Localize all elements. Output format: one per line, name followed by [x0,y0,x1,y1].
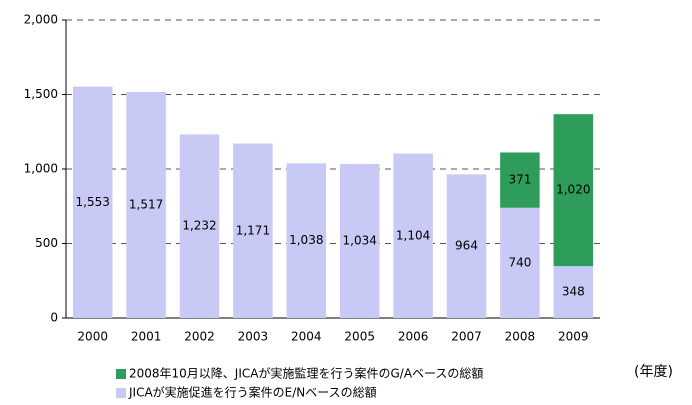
value-label: 1,171 [236,223,270,237]
bar-segment [126,91,166,318]
x-tick-label: 2009 [558,330,589,344]
bar-segment [393,153,433,318]
x-tick-label: 2007 [451,330,482,344]
bar-segment [446,174,487,318]
bar-segment [72,86,113,318]
value-label: 1,553 [76,195,110,209]
x-tick-label: 2005 [344,330,375,344]
bar-segment [233,143,273,318]
y-tick-label: 2,000 [24,13,58,27]
y-tick-label: 1,000 [24,162,58,176]
legend-label: JICAが実施促進を行う案件のE/Nベースの総額 [128,385,377,400]
bar-segment [500,152,540,208]
x-tick-label: 2001 [131,330,162,344]
y-tick-label: 500 [35,236,58,250]
value-label: 371 [508,173,531,187]
x-tick-label: 2008 [505,330,536,344]
x-tick-label: 2003 [238,330,269,344]
bar-segment [553,114,594,267]
x-axis-label: (年度) [634,364,673,380]
value-label: 1,232 [182,219,216,233]
legend-label: 2008年10月以降、JICAが実施監理を行う案件のG/Aベースの総額 [129,366,483,381]
y-tick-label: 1,500 [24,87,58,101]
x-tick-label: 2000 [77,330,108,344]
value-label: 1,517 [129,197,163,211]
x-tick-label: 2004 [291,330,322,344]
value-label: 1,038 [289,233,323,247]
value-label: 1,020 [556,183,590,197]
x-tick-label: 2002 [184,330,215,344]
value-label: 348 [562,285,585,299]
bar-segment [339,163,380,318]
legend-swatch [116,369,126,379]
bar-segment [286,163,327,318]
value-label: 1,034 [343,233,377,247]
bar-segment [179,134,220,318]
bar-segment [500,207,540,318]
x-tick-label: 2006 [398,330,429,344]
legend-swatch [116,388,126,398]
value-label: 740 [508,255,531,269]
y-tick-label: 0 [50,311,58,325]
bar-segment [553,266,594,318]
value-label: 1,104 [396,228,430,242]
value-label: 964 [455,239,478,253]
